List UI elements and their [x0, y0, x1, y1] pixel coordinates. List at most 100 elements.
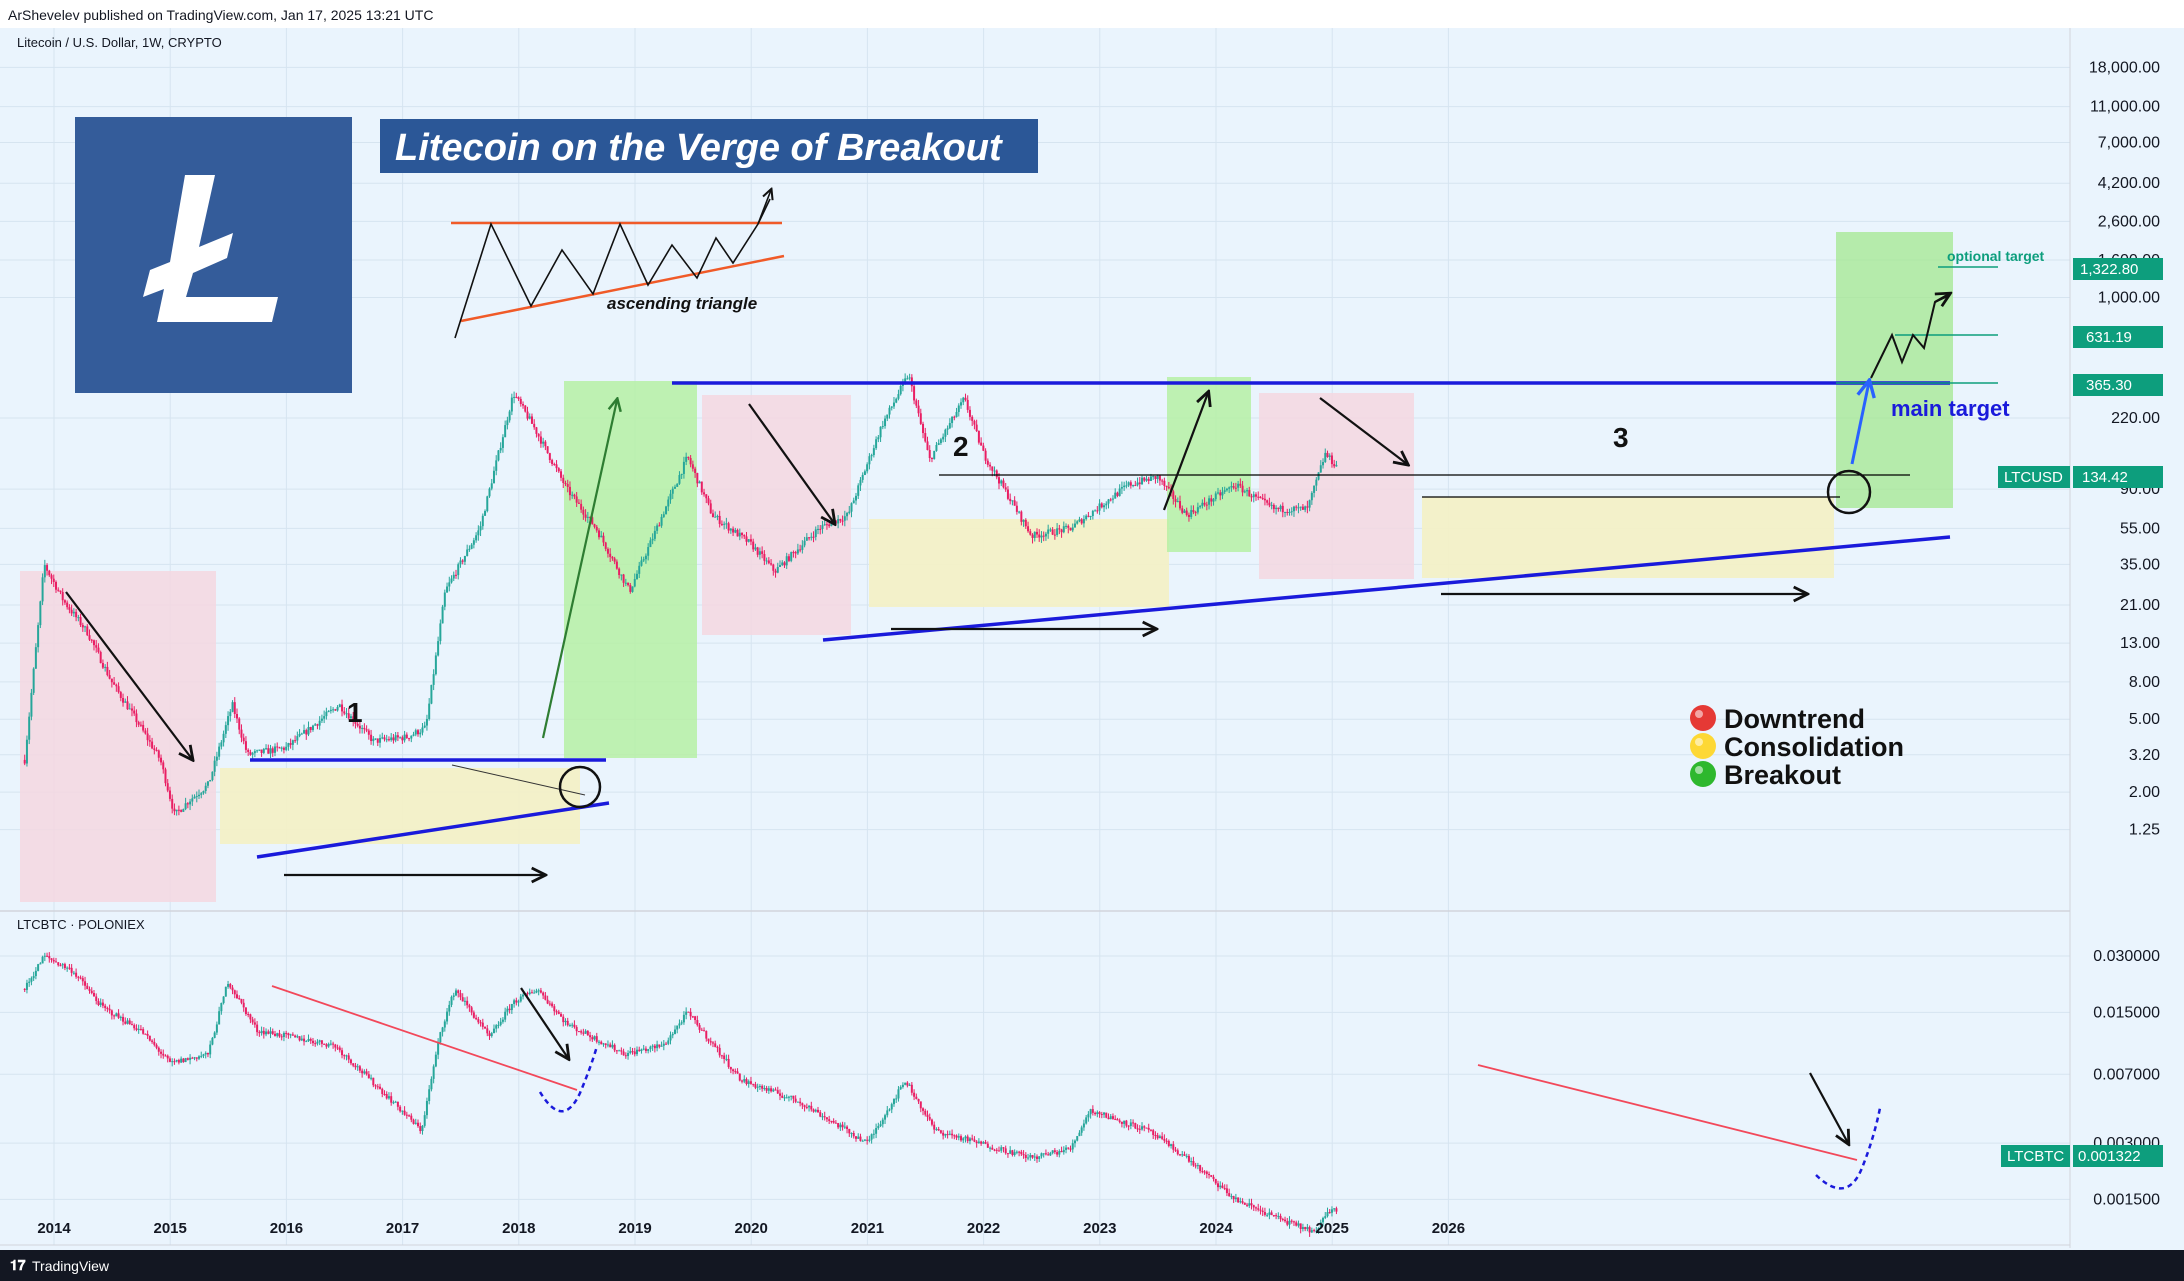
candle-body: [1033, 1156, 1036, 1158]
candle-body: [441, 606, 444, 624]
candle-body: [495, 460, 498, 471]
candle-body: [75, 972, 78, 977]
candle-body: [1219, 492, 1222, 496]
candle-body: [361, 727, 364, 729]
candle-body: [819, 1112, 822, 1117]
candle-body: [459, 993, 462, 998]
candle-body: [1214, 1178, 1217, 1184]
candle-body: [1225, 488, 1228, 491]
candle-body: [682, 1014, 685, 1023]
candle-body: [1230, 486, 1233, 488]
candle-body: [825, 524, 828, 526]
candle-body: [151, 741, 154, 749]
candle-body: [1234, 487, 1237, 489]
candle-body: [528, 416, 531, 419]
candle-body: [68, 967, 71, 969]
candle-body: [808, 1105, 811, 1108]
candle-body: [609, 1044, 612, 1048]
candle-body: [1009, 498, 1012, 502]
candle-body: [1205, 1171, 1208, 1174]
candle-body: [128, 708, 131, 710]
candle-body: [872, 1133, 875, 1135]
candle-body: [734, 1071, 737, 1073]
candle-body: [964, 397, 967, 400]
candle-body: [593, 1036, 596, 1040]
candle-body: [687, 456, 690, 459]
y-tick-label: 5.00: [2129, 711, 2160, 728]
candle-body: [139, 724, 142, 726]
candle-body: [155, 1044, 158, 1048]
candle-body: [530, 992, 533, 994]
candle-body: [948, 423, 951, 429]
candle-body: [1234, 1197, 1237, 1200]
candle-body: [490, 483, 493, 489]
y-tick-label: 18,000.00: [2089, 59, 2160, 76]
candle-body: [1087, 515, 1090, 517]
y-tick-label: 0.007000: [2093, 1066, 2160, 1083]
candle-body: [1047, 529, 1050, 534]
candle-body: [852, 1132, 855, 1137]
candle-body: [305, 1041, 308, 1043]
candle-body: [613, 1044, 616, 1051]
candle-body: [202, 791, 205, 794]
candle-body: [825, 1117, 828, 1120]
candle-body: [1212, 499, 1215, 502]
candle-body: [689, 458, 692, 465]
candle-body: [875, 1127, 878, 1134]
candle-body: [381, 737, 384, 739]
candle-body: [1147, 1127, 1150, 1130]
candle-body: [314, 1043, 317, 1045]
candle-body: [186, 803, 189, 805]
candle-body: [649, 1046, 652, 1050]
candle-body: [1216, 1183, 1219, 1188]
candle-body: [37, 964, 40, 971]
candle-body: [314, 724, 317, 726]
candle-body: [881, 1119, 884, 1125]
zone-consolidation-1: [220, 768, 580, 844]
candle-body: [689, 1011, 692, 1017]
candle-body: [870, 1134, 873, 1140]
candle-body: [691, 464, 694, 469]
candle-body: [557, 468, 560, 472]
candle-body: [1031, 1155, 1034, 1158]
candle-body: [582, 1032, 585, 1034]
ltcusd-candles: [23, 373, 1338, 816]
candle-body: [651, 538, 654, 541]
candle-body: [1127, 482, 1130, 486]
candle-body: [128, 1020, 131, 1025]
y-tick-label: 220.00: [2111, 410, 2160, 427]
candle-body: [830, 522, 833, 527]
candle-body: [316, 724, 319, 726]
y-tick-label: 0.030000: [2093, 948, 2160, 965]
candle-body: [115, 684, 118, 687]
candle-body: [164, 769, 167, 784]
candle-body: [48, 570, 51, 576]
candle-body: [1056, 1152, 1059, 1155]
candle-body: [271, 1031, 274, 1034]
candle-body: [816, 528, 819, 530]
candle-body: [311, 725, 314, 730]
candle-body: [215, 1024, 218, 1033]
candle-body: [848, 511, 851, 513]
candle-body: [895, 1098, 898, 1100]
candle-body: [953, 416, 956, 418]
candle-body: [553, 1006, 556, 1012]
candle-body: [635, 573, 638, 580]
candle-body: [162, 1053, 165, 1056]
candle-body: [696, 1020, 699, 1026]
candle-body: [238, 718, 241, 730]
price-axis[interactable]: [2070, 28, 2184, 1248]
candle-body: [95, 996, 98, 1001]
candle-body: [611, 1044, 614, 1048]
candle-body: [872, 448, 875, 456]
candle-body: [816, 1109, 819, 1113]
price-chart[interactable]: Litecoin on the Verge of Breakout ascend…: [0, 28, 2184, 1250]
time-axis[interactable]: 2014 2015 2016 2017 2018 2019 2020 2021 2022 2023…: [37, 1220, 1465, 1237]
candle-body: [492, 1028, 495, 1034]
candle-body: [285, 1032, 288, 1034]
candle-body: [50, 958, 53, 960]
candle-body: [52, 578, 55, 582]
candle-body: [743, 1079, 746, 1082]
candle-body: [253, 751, 256, 754]
candle-body: [933, 450, 936, 459]
